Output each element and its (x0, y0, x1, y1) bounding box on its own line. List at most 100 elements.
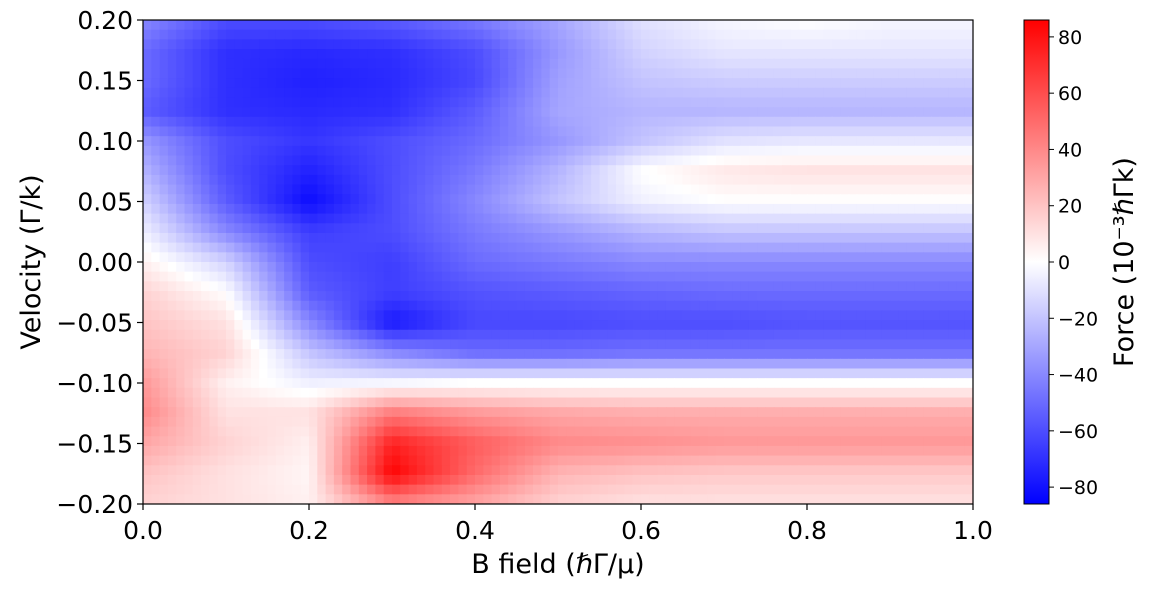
heatmap-cell (823, 320, 833, 331)
heatmap-cell (441, 39, 451, 50)
heatmap-cell (948, 68, 957, 79)
heatmap-cell (516, 242, 526, 253)
heatmap-cell (400, 20, 410, 31)
heatmap-cell (923, 213, 933, 224)
heatmap-cell (524, 116, 534, 128)
heatmap-cell (790, 445, 800, 457)
heatmap-cell (624, 29, 634, 40)
heatmap-cell (724, 165, 733, 176)
heatmap-cell (433, 213, 443, 224)
heatmap-cell (201, 107, 210, 118)
heatmap-cell (392, 242, 401, 253)
heatmap-cell (333, 78, 343, 89)
heatmap-cell (483, 320, 493, 331)
heatmap-cell (250, 97, 260, 108)
heatmap-cell (516, 455, 526, 466)
heatmap-cell (184, 281, 194, 292)
heatmap-cell (201, 29, 210, 40)
heatmap-cell (524, 387, 534, 399)
heatmap-cell (516, 87, 526, 99)
heatmap-cell (226, 145, 235, 157)
heatmap-cell (408, 174, 418, 186)
heatmap-cell (184, 320, 194, 331)
heatmap-cell (475, 339, 484, 350)
heatmap-cell (350, 39, 360, 50)
heatmap-cell (499, 223, 509, 234)
heatmap-cell (416, 387, 426, 399)
heatmap-cell (898, 87, 908, 99)
heatmap-cell (807, 68, 816, 79)
heatmap-cell (906, 213, 916, 224)
heatmap-cell (782, 242, 791, 253)
heatmap-cell (358, 87, 368, 99)
heatmap-cell (624, 174, 634, 186)
heatmap-cell (367, 87, 376, 99)
heatmap-cell (682, 474, 692, 486)
heatmap-cell (823, 49, 833, 60)
heatmap-cell (441, 203, 451, 215)
heatmap-cell (425, 126, 435, 137)
heatmap-cell (807, 223, 816, 234)
heatmap-cell (748, 97, 758, 108)
heatmap-cell (607, 339, 617, 350)
heatmap-cell (591, 107, 601, 118)
heatmap-cell (383, 397, 393, 408)
heatmap-cell (848, 358, 858, 370)
heatmap-cell (740, 368, 750, 379)
heatmap-cell (856, 474, 866, 486)
heatmap-cell (400, 194, 410, 205)
heatmap-cell (773, 445, 783, 457)
heatmap-cell (333, 232, 343, 244)
heatmap-cell (873, 474, 883, 486)
heatmap-cell (192, 416, 202, 428)
heatmap-cell (441, 174, 451, 186)
heatmap-cell (906, 97, 916, 108)
heatmap-cell (948, 368, 957, 379)
heatmap-cell (616, 39, 625, 50)
heatmap-cell (964, 465, 973, 476)
heatmap-cell (740, 378, 750, 389)
heatmap-cell (865, 78, 874, 89)
heatmap-cell (815, 58, 825, 69)
heatmap-cell (964, 291, 973, 302)
heatmap-cell (740, 281, 750, 292)
heatmap-cell (259, 252, 269, 263)
heatmap-cell (566, 145, 576, 157)
heatmap-cell (267, 358, 277, 370)
heatmap-cell (284, 291, 293, 302)
heatmap-cell (284, 194, 293, 205)
heatmap-cell (309, 378, 318, 389)
heatmap-cell (724, 20, 733, 31)
heatmap-cell (491, 368, 501, 379)
heatmap-cell (790, 126, 800, 137)
heatmap-cell (491, 213, 501, 224)
heatmap-cell (914, 39, 924, 50)
heatmap-cell (948, 281, 957, 292)
heatmap-cell (483, 436, 493, 447)
heatmap-cell (773, 291, 783, 302)
heatmap-cell (848, 184, 858, 195)
heatmap-cell (715, 407, 725, 418)
heatmap-cell (392, 455, 401, 466)
heatmap-cell (724, 300, 733, 311)
heatmap-cell (275, 494, 285, 504)
heatmap-cell (881, 252, 891, 263)
heatmap-cell (284, 174, 293, 186)
heatmap-cell (524, 445, 534, 457)
heatmap-cell (242, 78, 252, 89)
heatmap-cell (491, 232, 501, 244)
heatmap-cell (831, 107, 841, 118)
heatmap-cell (259, 271, 269, 282)
heatmap-cell (856, 416, 866, 428)
heatmap-cell (441, 445, 451, 457)
heatmap-cell (574, 474, 584, 486)
heatmap-cell (674, 165, 684, 176)
heatmap-cell (649, 242, 659, 253)
heatmap-cell (923, 465, 933, 476)
heatmap-cell (674, 378, 684, 389)
heatmap-cell (649, 262, 659, 273)
heatmap-cell (284, 78, 293, 89)
heatmap-cell (292, 407, 302, 418)
heatmap-cell (184, 300, 194, 311)
heatmap-cell (831, 252, 841, 263)
